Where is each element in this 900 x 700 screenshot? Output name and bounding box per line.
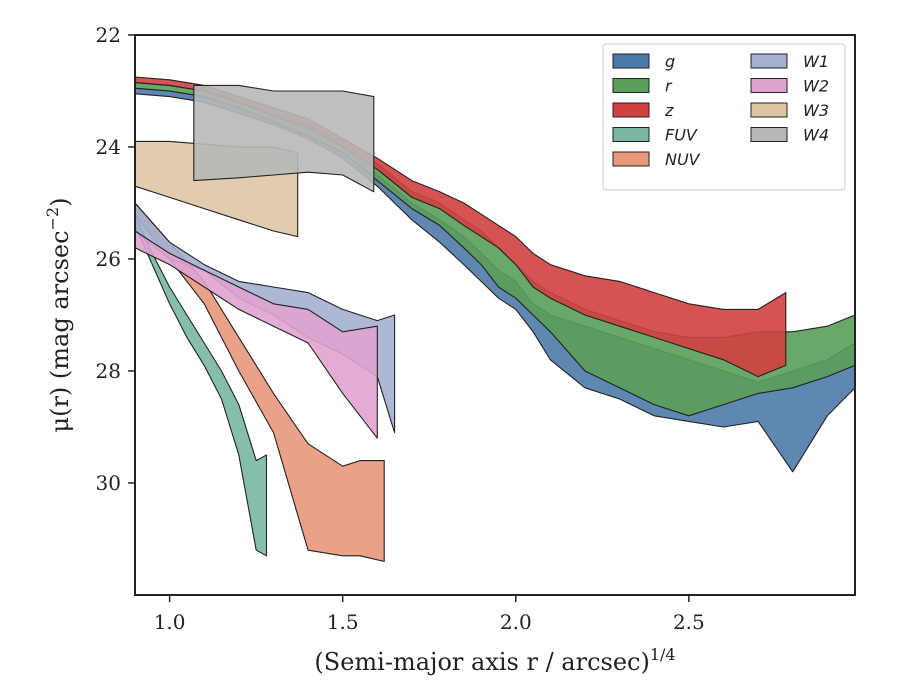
legend-label-w2: W2 — [803, 77, 829, 96]
legend-swatch-w2 — [750, 78, 788, 93]
y-tick-label: 30 — [96, 471, 121, 495]
legend-swatch-w4 — [750, 127, 788, 142]
series-band-w4 — [193, 84, 375, 193]
x-axis-label-exponent: 1/4 — [650, 645, 676, 664]
y-tick-label: 28 — [96, 359, 121, 383]
legend-label-w4: W4 — [803, 126, 829, 145]
legend: grz FUV NUV W1 W2 W3 W4 — [602, 43, 846, 191]
x-tick-label: 1.0 — [154, 610, 186, 634]
legend-label-w3: W3 — [803, 101, 829, 120]
y-axis-label: μ(r) (mag arcsec−2) — [43, 198, 74, 433]
series-layer — [134, 76, 856, 562]
legend-label-g: g — [665, 52, 675, 71]
y-tick-label: 26 — [96, 247, 121, 271]
legend-swatch-w1 — [750, 53, 788, 69]
legend-swatch-r — [612, 78, 650, 93]
legend-label-w1: W1 — [803, 52, 829, 71]
legend-swatch-g — [612, 53, 650, 69]
y-axis-label-exponent: −2 — [43, 207, 62, 231]
legend-swatch-z — [612, 102, 650, 118]
series-band-nuv — [134, 202, 385, 562]
legend-swatch-w3 — [750, 102, 788, 118]
x-axis-label: (Semi-major axis r / arcsec)1/4 — [314, 645, 675, 676]
x-tick-label: 2.0 — [500, 610, 532, 634]
x-tick-label: 1.5 — [327, 610, 359, 634]
legend-label-nuv: NUV — [665, 150, 701, 169]
legend-swatch-fuv — [612, 127, 650, 142]
y-axis-label-close: ) — [46, 198, 74, 207]
legend-swatch-nuv — [612, 151, 650, 167]
series-band-w2 — [134, 230, 378, 439]
legend-label-r: r — [665, 77, 673, 96]
plot-frame — [134, 34, 856, 596]
series-band-fuv — [134, 213, 268, 557]
x-tick-label: 2.5 — [673, 610, 705, 634]
legend-label-z: z — [664, 101, 674, 120]
legend-label-fuv: FUV — [665, 126, 698, 145]
tick-layer: 1.0 1.5 2.0 2.5 22 24 26 28 30 — [96, 23, 705, 634]
y-tick-label: 22 — [96, 23, 121, 47]
y-tick-label: 24 — [96, 135, 121, 159]
